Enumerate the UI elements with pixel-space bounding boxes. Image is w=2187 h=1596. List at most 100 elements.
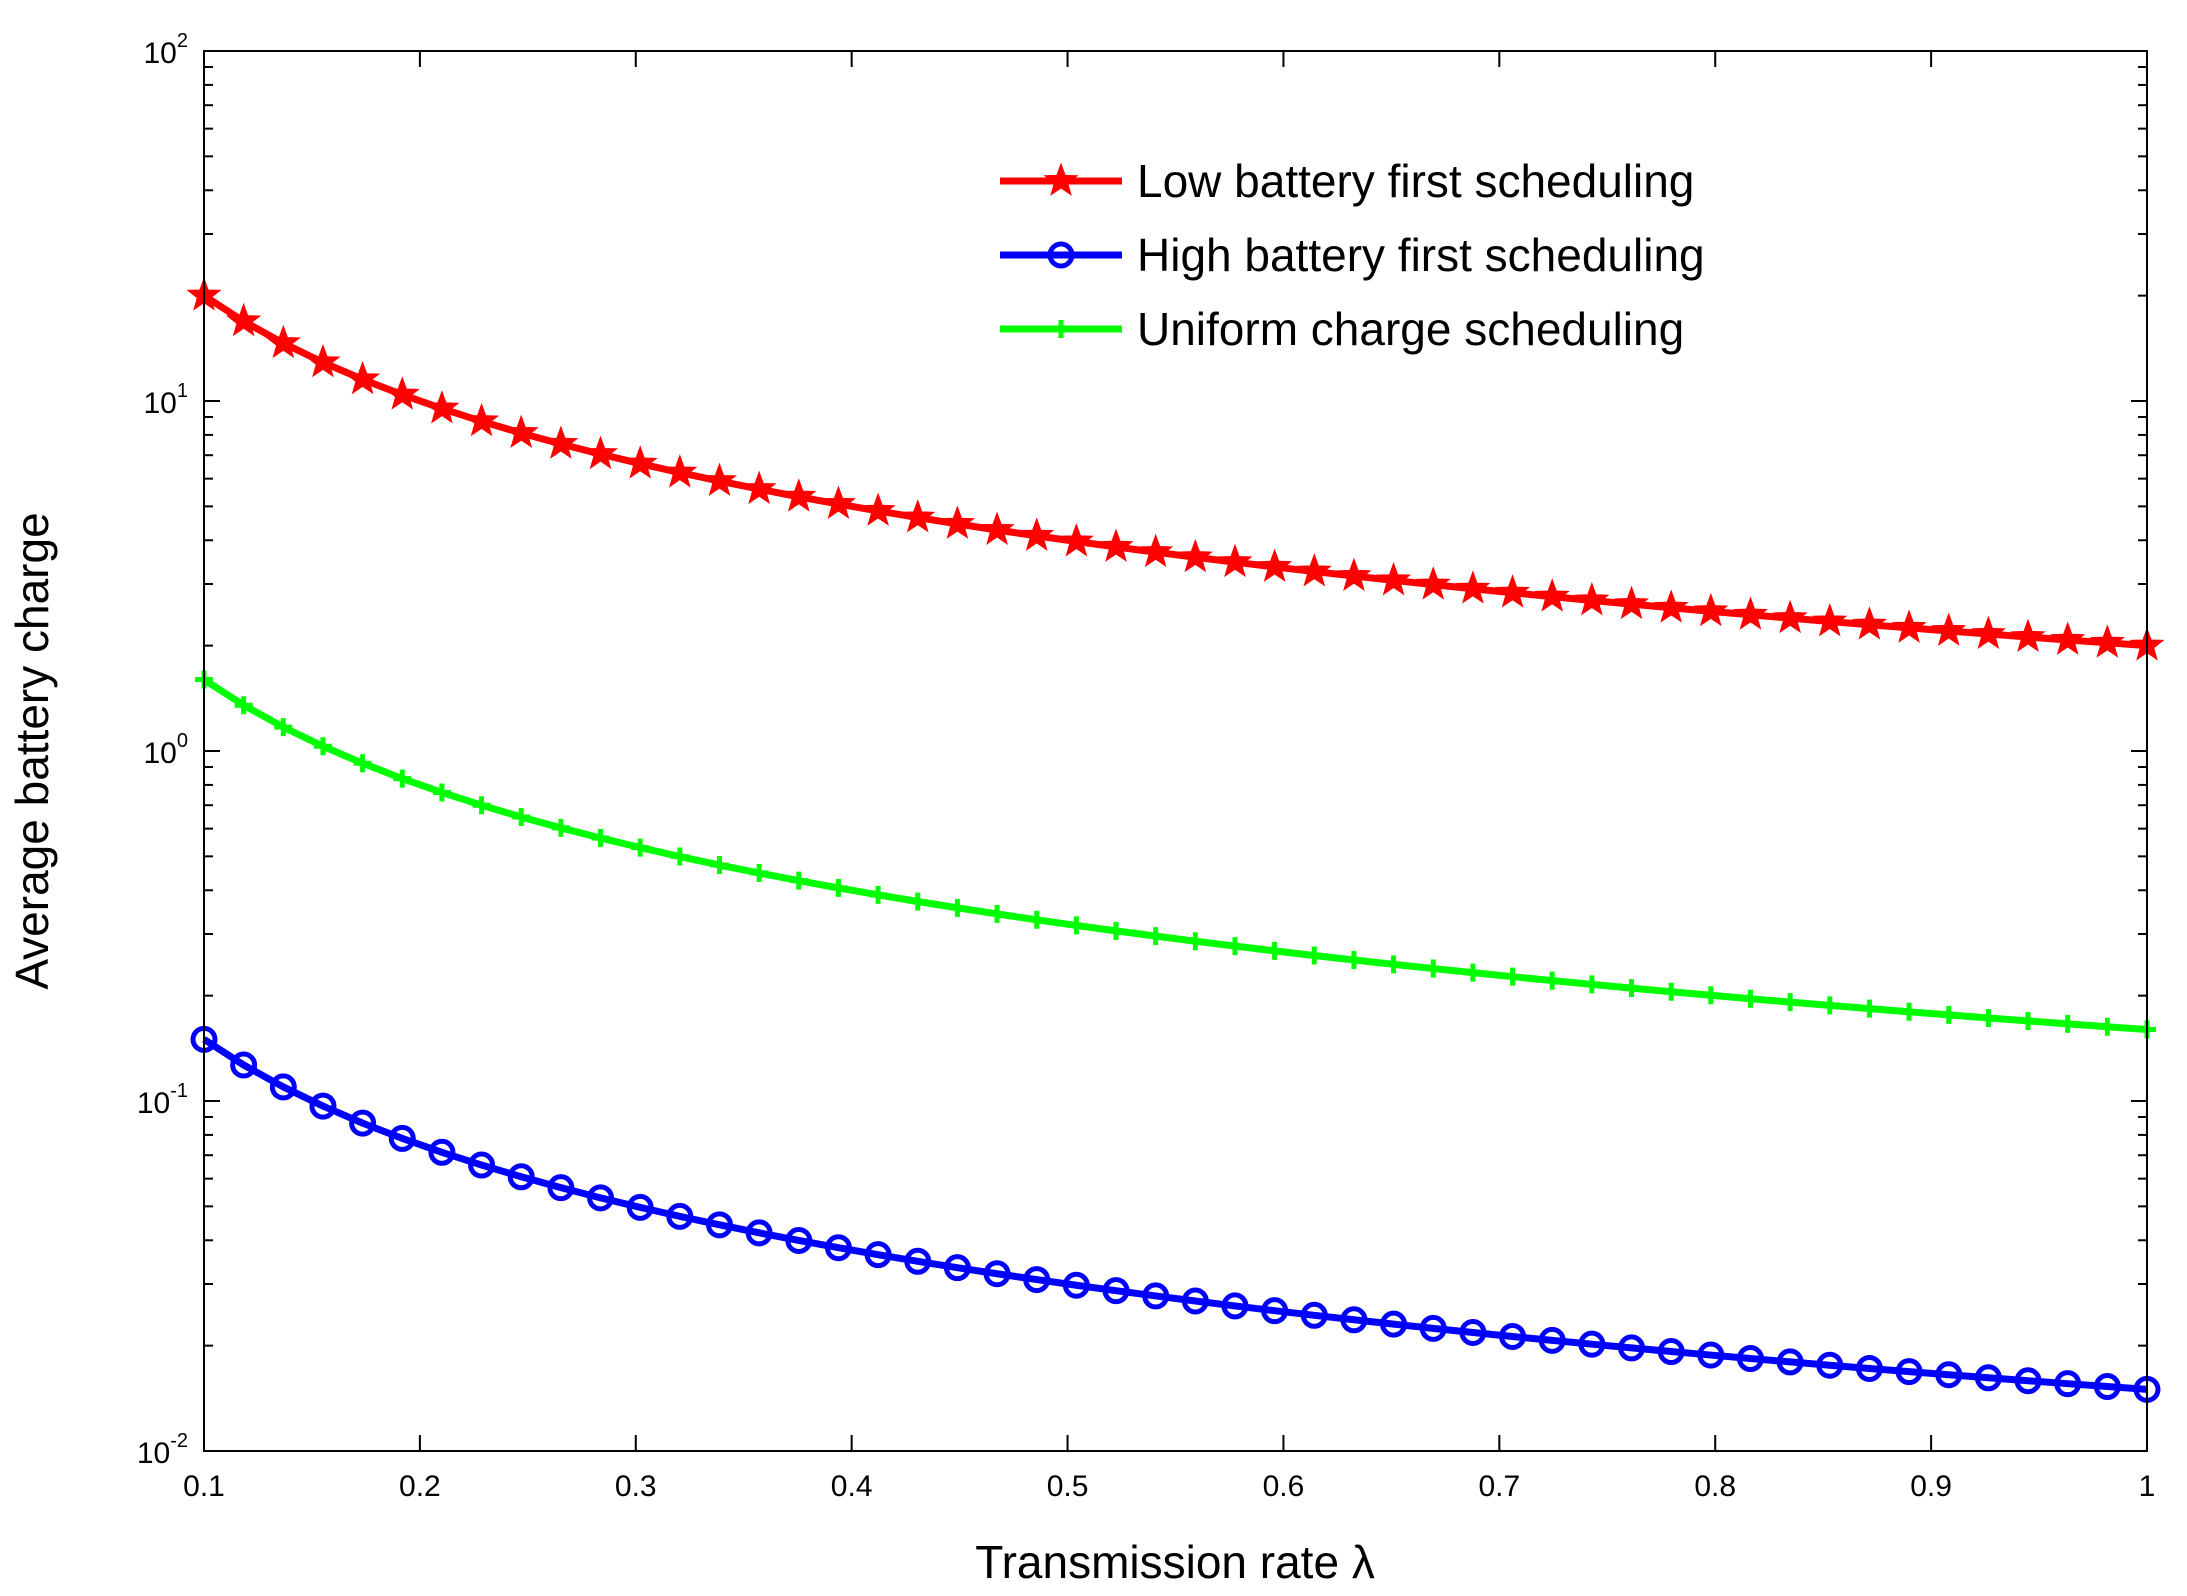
data-point — [1860, 999, 1879, 1018]
data-point — [464, 402, 500, 437]
series-line — [202, 1036, 2148, 1393]
data-point — [943, 1254, 971, 1282]
data-point — [384, 376, 420, 410]
data-point — [1582, 975, 1601, 994]
data-point — [1058, 523, 1094, 557]
data-point — [1900, 1002, 1919, 1021]
data-point — [226, 302, 262, 337]
data-point — [1455, 570, 1491, 604]
data-point — [582, 435, 619, 470]
data-point — [2010, 618, 2046, 652]
data-point — [1816, 1351, 1844, 1379]
data-point — [1052, 320, 1070, 338]
data-point — [1424, 959, 1443, 978]
data-point — [745, 1219, 773, 1247]
data-point — [1186, 932, 1205, 951]
data-point — [662, 454, 698, 488]
data-point — [705, 1211, 733, 1239]
y-tick-label: 101 — [144, 380, 189, 420]
data-point — [1974, 1364, 2002, 1392]
data-point — [1578, 1330, 1606, 1358]
data-point — [1463, 963, 1482, 982]
data-point — [2058, 1014, 2077, 1033]
data-point — [1344, 950, 1363, 969]
data-point — [353, 754, 372, 773]
x-tick-label: 0.7 — [1478, 1470, 1520, 1503]
data-point — [631, 838, 650, 857]
data-point — [900, 499, 936, 533]
data-point — [1653, 589, 1689, 623]
data-point — [345, 360, 381, 395]
data-point — [1574, 581, 1610, 616]
data-point — [468, 1151, 496, 1179]
data-point — [1217, 543, 1253, 578]
x-tick-label: 0.8 — [1694, 1470, 1736, 1503]
data-point — [988, 904, 1007, 923]
data-point — [622, 445, 658, 479]
data-point — [1935, 1361, 1963, 1389]
data-point — [1776, 1348, 1804, 1376]
data-point — [230, 1051, 258, 1079]
data-point — [1138, 533, 1174, 568]
data-point — [1067, 916, 1086, 935]
data-point — [1296, 553, 1332, 587]
data-point — [1891, 609, 1927, 643]
data-point — [785, 1226, 813, 1254]
data-point — [1741, 989, 1760, 1008]
x-tick-label: 0.3 — [615, 1470, 657, 1503]
y-tick-base: 10 — [144, 387, 177, 420]
y-tick-exp: 0 — [177, 730, 188, 752]
data-point — [1895, 1358, 1923, 1386]
data-point — [1107, 921, 1126, 940]
data-point — [1305, 946, 1324, 965]
data-point — [2014, 1367, 2042, 1395]
legend-label: High battery first scheduling — [1137, 229, 1705, 281]
data-point — [824, 1234, 852, 1262]
data-point — [904, 1247, 932, 1275]
data-point — [701, 462, 738, 497]
data-point — [1265, 941, 1284, 960]
data-point — [265, 324, 301, 359]
y-tick-label: 102 — [144, 30, 189, 70]
data-point — [1261, 1297, 1289, 1325]
data-point — [313, 737, 332, 756]
x-tick-label: 0.5 — [1047, 1470, 1089, 1503]
data-point — [1503, 967, 1522, 986]
data-point — [1225, 937, 1244, 956]
data-point — [2019, 1011, 2038, 1030]
series-star — [186, 277, 2165, 661]
legend-label: Uniform charge scheduling — [1137, 303, 1684, 355]
x-tick-label: 1 — [2139, 1470, 2156, 1503]
y-tick-base: 10 — [144, 37, 177, 70]
y-tick-exp: 2 — [177, 30, 188, 52]
data-point — [1732, 596, 1769, 630]
series-layer — [186, 277, 2165, 1403]
data-point — [1693, 592, 1729, 627]
data-point — [274, 718, 293, 737]
data-point — [305, 343, 341, 378]
data-point — [939, 505, 975, 539]
y-tick-exp: 1 — [177, 380, 188, 402]
data-point — [1812, 603, 1848, 637]
data-point — [503, 414, 539, 448]
data-point — [428, 1138, 456, 1166]
data-point — [1543, 971, 1562, 990]
data-point — [1257, 548, 1293, 582]
x-tick-label: 0.9 — [1910, 1470, 1952, 1503]
data-point — [543, 425, 579, 459]
data-point — [1384, 955, 1403, 974]
data-point — [393, 769, 412, 788]
data-point — [1300, 1301, 1328, 1329]
y-tick-base: 10 — [144, 737, 177, 770]
data-point — [512, 807, 531, 826]
data-point — [2050, 621, 2086, 655]
data-point — [741, 470, 777, 505]
data-point — [1979, 1008, 1998, 1027]
legend: Low battery first scheduling High battery… — [1000, 155, 1705, 355]
data-point — [1772, 599, 1808, 634]
data-point — [1618, 1334, 1646, 1362]
data-point — [1043, 162, 1079, 196]
data-point — [1102, 1277, 1130, 1305]
data-point — [349, 1109, 377, 1137]
